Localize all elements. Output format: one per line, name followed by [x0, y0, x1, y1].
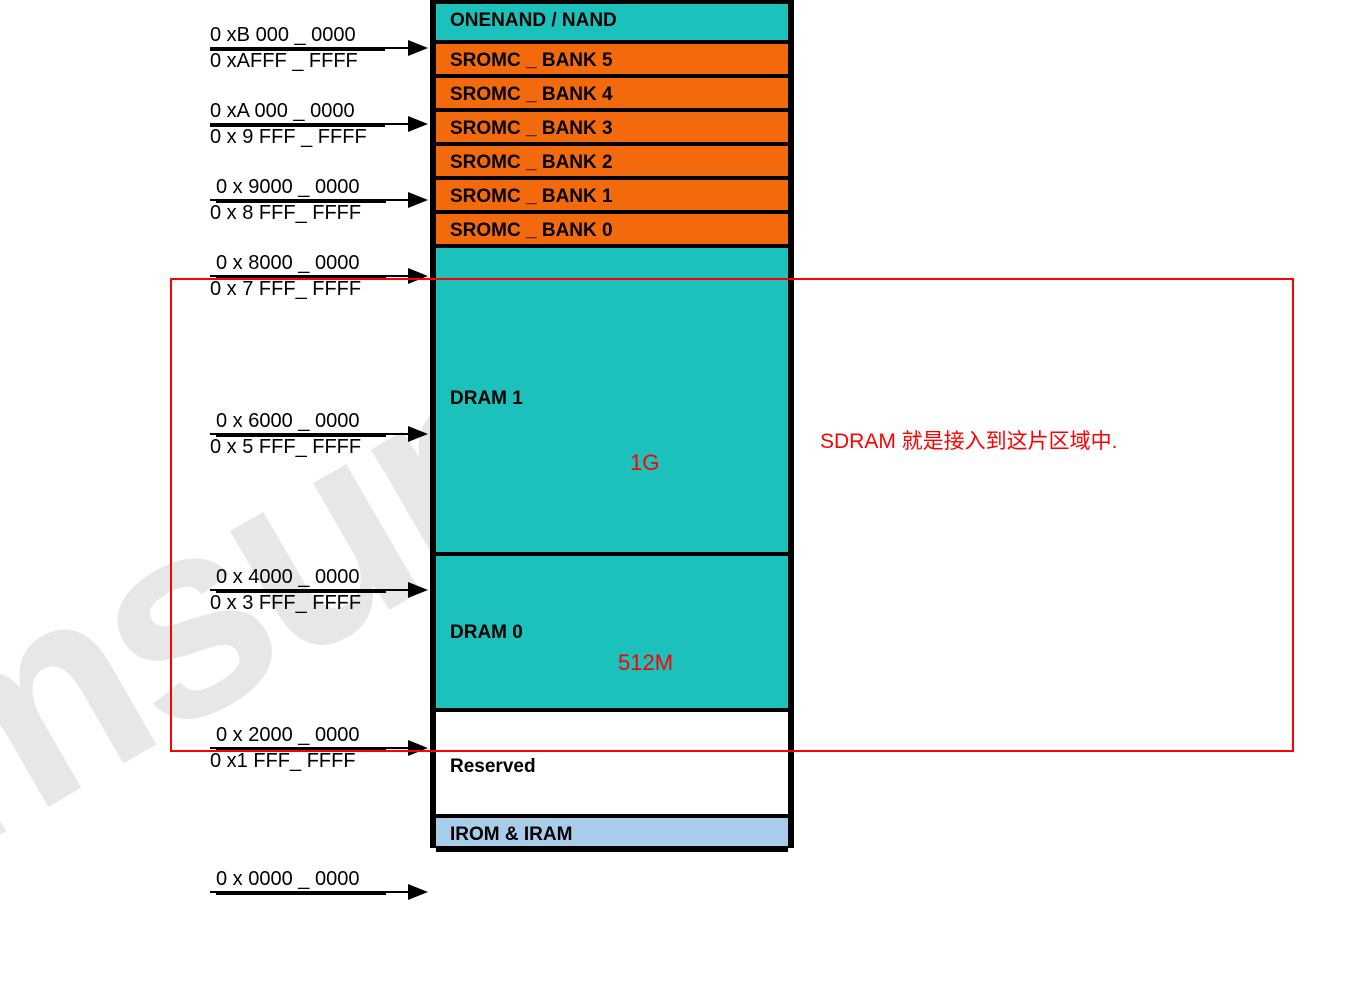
block-label: IROM & IRAM [450, 824, 572, 845]
block-srom5: SROMC _ BANK 5 [436, 40, 788, 78]
dram0-size: 512M [618, 650, 673, 676]
block-dram1: DRAM 1 [436, 244, 788, 556]
arrow-line [210, 47, 408, 49]
memory-stack: ONENAND / NAND SROMC _ BANK 5 SROMC _ BA… [430, 0, 794, 848]
block-irom: IROM & IRAM [436, 814, 788, 852]
block-dram0: DRAM 0 [436, 552, 788, 712]
block-label: DRAM 1 [450, 388, 523, 410]
block-onenand: ONENAND / NAND [436, 0, 788, 44]
block-label: Reserved [450, 756, 536, 778]
arrow-line [210, 199, 408, 201]
block-srom3: SROMC _ BANK 3 [436, 108, 788, 146]
block-label: SROMC _ BANK 2 [450, 152, 613, 173]
addr-bot: 0 x 3 FFF_ FFFF [210, 592, 361, 615]
arrow-line [210, 123, 408, 125]
annotation-text: SDRAM 就是接入到这片区域中. [820, 425, 1118, 455]
arrow-line [210, 747, 408, 749]
block-label: SROMC _ BANK 0 [450, 220, 613, 241]
block-srom1: SROMC _ BANK 1 [436, 176, 788, 214]
arrow-icon [408, 40, 428, 56]
block-label: ONENAND / NAND [450, 10, 617, 31]
block-label: SROMC _ BANK 1 [450, 186, 613, 207]
arrow-icon [408, 116, 428, 132]
addr-bot: 0 x 7 FFF_ FFFF [210, 278, 361, 301]
addr-bot: 0 x1 FFF_ FFFF [210, 750, 356, 773]
addr-bot: 0 x 8 FFF_ FFFF [210, 202, 361, 225]
block-label: SROMC _ BANK 3 [450, 118, 613, 139]
arrow-icon [408, 426, 428, 442]
dram1-size: 1G [630, 450, 659, 476]
arrow-line [210, 433, 408, 435]
addr-bot: 0 x 9 FFF _ FFFF [210, 126, 367, 149]
arrow-line [210, 275, 408, 277]
block-label: SROMC _ BANK 4 [450, 84, 613, 105]
arrow-line [210, 891, 408, 893]
block-srom4: SROMC _ BANK 4 [436, 74, 788, 112]
arrow-icon [408, 740, 428, 756]
block-reserved: Reserved [436, 708, 788, 818]
arrow-icon [408, 268, 428, 284]
block-srom0: SROMC _ BANK 0 [436, 210, 788, 248]
arrow-line [210, 589, 408, 591]
arrow-icon [408, 582, 428, 598]
arrow-icon [408, 192, 428, 208]
addr-bot: 0 x 5 FFF_ FFFF [210, 436, 361, 459]
addr-bot: 0 xAFFF _ FFFF [210, 50, 358, 73]
block-label: SROMC _ BANK 5 [450, 50, 613, 71]
block-label: DRAM 0 [450, 622, 523, 644]
arrow-icon [408, 884, 428, 900]
block-srom2: SROMC _ BANK 2 [436, 142, 788, 180]
